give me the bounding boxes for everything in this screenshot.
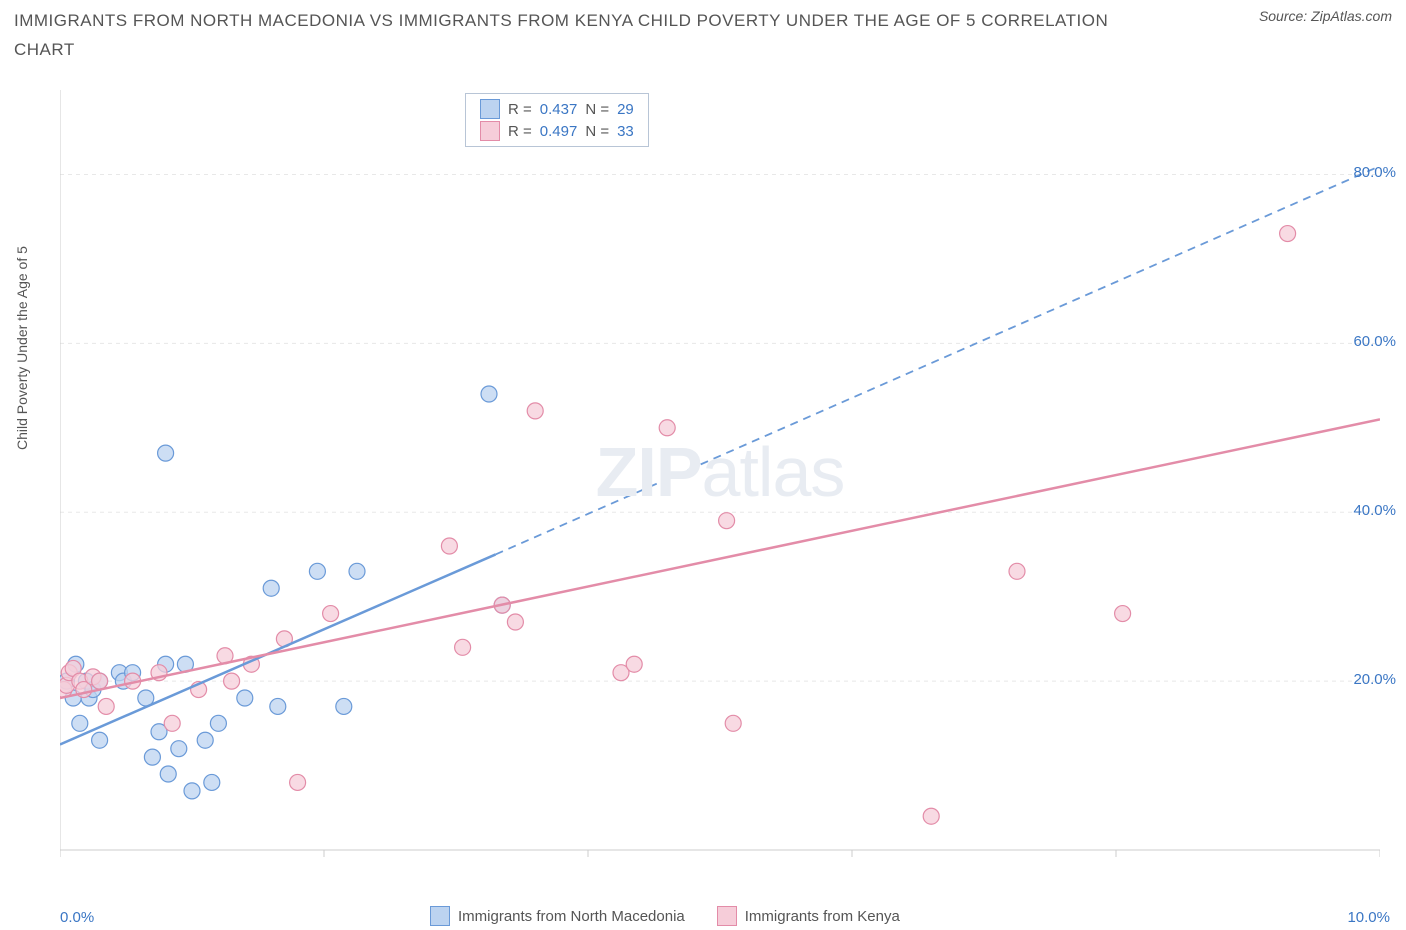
legend-item: Immigrants from Kenya — [717, 906, 900, 926]
y-axis-label: Child Poverty Under the Age of 5 — [14, 246, 30, 450]
legend-label: Immigrants from North Macedonia — [458, 908, 685, 925]
legend-swatch-blue — [480, 99, 500, 119]
plot-area: ZIPatlas — [60, 90, 1380, 870]
series-legend: Immigrants from North Macedonia Immigran… — [430, 906, 900, 926]
legend-row: R = 0.497 N = 33 — [480, 121, 634, 141]
legend-swatch-pink — [480, 121, 500, 141]
n-label: N = — [585, 123, 609, 140]
chart-subtitle: CHART — [14, 40, 75, 60]
n-value: 29 — [617, 101, 634, 118]
source-label: Source: ZipAtlas.com — [1259, 8, 1392, 24]
r-value: 0.497 — [540, 123, 578, 140]
x-tick-label: 10.0% — [1347, 909, 1390, 926]
legend-row: R = 0.437 N = 29 — [480, 99, 634, 119]
x-tick-label: 0.0% — [60, 909, 94, 926]
r-label: R = — [508, 101, 532, 118]
legend-swatch-pink — [717, 906, 737, 926]
legend-item: Immigrants from North Macedonia — [430, 906, 685, 926]
n-label: N = — [585, 101, 609, 118]
scatter-chart — [60, 90, 1380, 870]
legend-label: Immigrants from Kenya — [745, 908, 900, 925]
legend-swatch-blue — [430, 906, 450, 926]
y-tick-label: 60.0% — [1353, 333, 1396, 350]
n-value: 33 — [617, 123, 634, 140]
y-tick-label: 20.0% — [1353, 671, 1396, 688]
y-tick-label: 40.0% — [1353, 502, 1396, 519]
y-tick-label: 80.0% — [1353, 164, 1396, 181]
r-value: 0.437 — [540, 101, 578, 118]
r-label: R = — [508, 123, 532, 140]
chart-title: IMMIGRANTS FROM NORTH MACEDONIA VS IMMIG… — [14, 8, 1108, 34]
correlation-legend: R = 0.437 N = 29 R = 0.497 N = 33 — [465, 93, 649, 147]
